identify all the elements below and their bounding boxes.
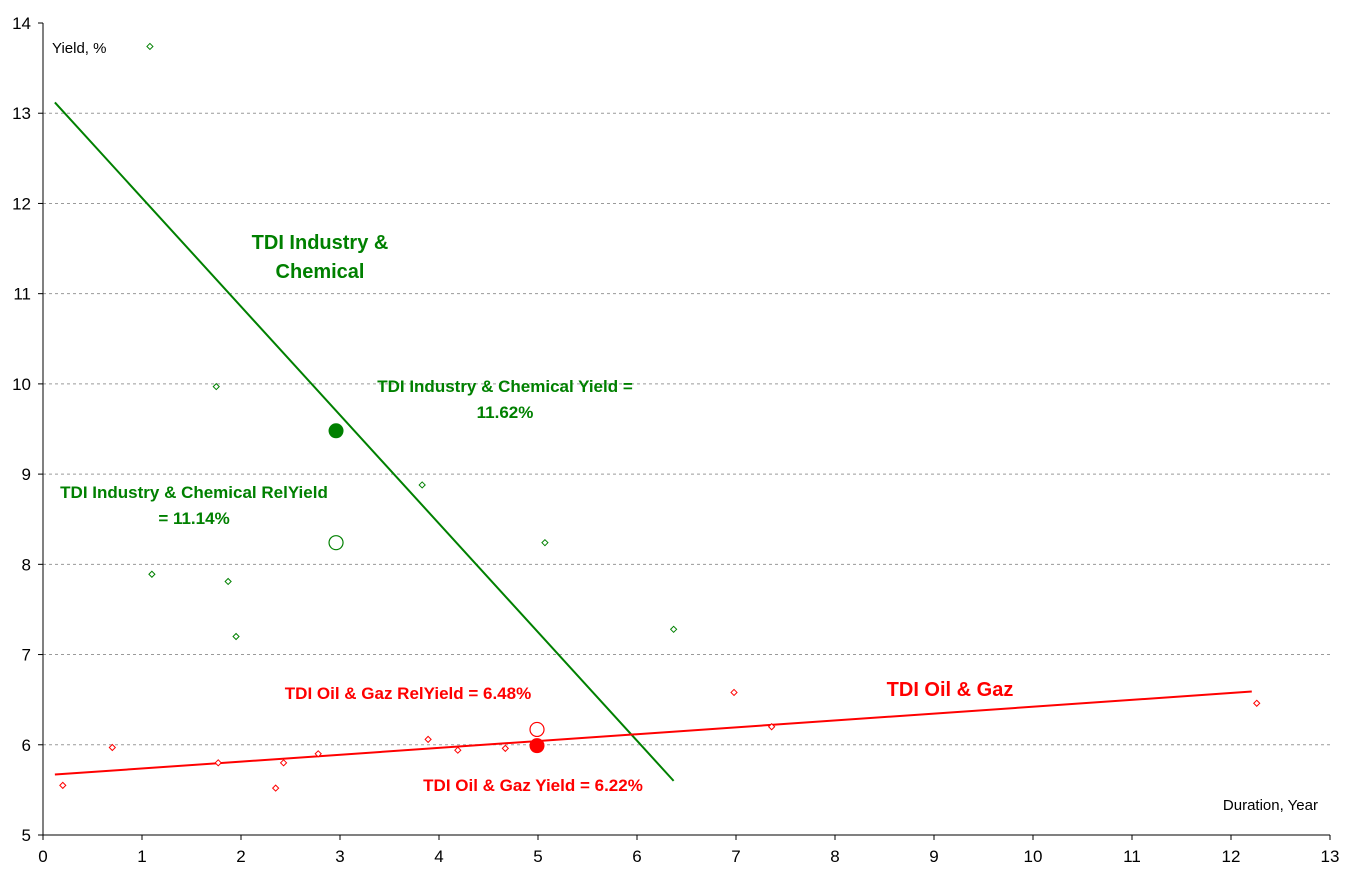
x-tick-label-10: 10 — [1024, 847, 1043, 866]
point-industry-chemical-6 — [418, 481, 426, 489]
y-tick-label-9: 9 — [22, 465, 31, 484]
annotation-ic-relyield-1: TDI Industry & Chemical RelYield — [60, 483, 328, 502]
x-tick-label-3: 3 — [335, 847, 344, 866]
point-oil-gaz-1 — [59, 781, 67, 790]
point-oil-gaz-6 — [314, 750, 322, 758]
trend-line-industry-chemical — [54, 101, 675, 782]
point-industry-chemical-4 — [224, 577, 232, 586]
y-tick-label-11: 11 — [13, 285, 31, 304]
y-tick-labels: 5 6 7 8 9 10 11 12 13 14 — [12, 14, 31, 845]
x-tick-label-6: 6 — [632, 847, 641, 866]
y-tick-label-10: 10 — [12, 375, 31, 394]
highlight-points — [328, 423, 545, 754]
trend-lines — [54, 101, 1252, 782]
x-tick-label-9: 9 — [929, 847, 938, 866]
axes — [38, 22, 1331, 840]
y-tick-label-7: 7 — [22, 646, 31, 665]
x-tick-label-12: 12 — [1222, 847, 1241, 866]
x-tick-label-5: 5 — [533, 847, 542, 866]
y-tick-label-12: 12 — [12, 194, 31, 213]
annotation-ic-yield-1: TDI Industry & Chemical Yield = — [377, 377, 633, 396]
y-tick-label-8: 8 — [22, 555, 31, 574]
point-industry-chemical-3 — [148, 570, 156, 578]
data-points — [59, 42, 1261, 792]
point-oil-gaz-9 — [501, 744, 510, 753]
point-oil-gaz-12 — [1253, 699, 1261, 707]
x-tick-label-13: 13 — [1321, 847, 1340, 866]
y-axis-label: Yield, % — [52, 40, 106, 57]
x-tick-label-8: 8 — [830, 847, 839, 866]
y-tick-label-13: 13 — [12, 104, 31, 123]
point-oil-gaz-7 — [424, 735, 432, 744]
gridlines — [43, 112, 1330, 746]
point-oil-gaz-5 — [279, 759, 288, 767]
trend-line-oil-gaz — [54, 690, 1252, 776]
annotation-og-yield: TDI Oil & Gaz Yield = 6.22% — [423, 776, 643, 795]
point-industry-chemical-8 — [669, 625, 678, 634]
point-industry-chemical-5 — [232, 632, 240, 641]
annotation-ic-relyield-2: = 11.14% — [158, 509, 229, 528]
point-industry-chemical-1 — [146, 42, 154, 51]
x-axis-label: Duration, Year — [1223, 797, 1318, 814]
highlight-yield-industry-chemical — [328, 423, 344, 439]
x-tick-label-1: 1 — [137, 847, 146, 866]
x-tick-labels: 0 1 2 3 4 5 6 7 8 9 10 11 12 13 — [38, 847, 1339, 866]
x-tick-label-2: 2 — [236, 847, 245, 866]
annotation-ic-yield-2: 11.62% — [477, 403, 534, 422]
x-tick-label-4: 4 — [434, 847, 443, 866]
point-oil-gaz-2 — [108, 743, 117, 752]
point-oil-gaz-3 — [214, 759, 222, 767]
x-tick-label-11: 11 — [1123, 847, 1141, 866]
point-industry-chemical-7 — [541, 538, 549, 547]
y-tick-label-5: 5 — [22, 826, 31, 845]
point-oil-gaz-8 — [454, 746, 462, 754]
annotation-ic-label-2: Chemical — [276, 261, 365, 283]
x-tick-label-0: 0 — [38, 847, 47, 866]
point-industry-chemical-2 — [212, 382, 220, 391]
highlight-relyield-industry-chemical — [328, 535, 344, 551]
y-tick-label-6: 6 — [22, 736, 31, 755]
annotation-ic-label-1: TDI Industry & — [252, 232, 389, 254]
x-tick-label-7: 7 — [731, 847, 740, 866]
point-oil-gaz-10 — [730, 688, 738, 697]
highlight-yield-oil-gaz — [529, 738, 545, 754]
highlight-relyield-oil-gaz — [529, 721, 545, 738]
point-oil-gaz-11 — [767, 723, 776, 731]
y-tick-label-14: 14 — [12, 14, 31, 33]
annotation-og-relyield: TDI Oil & Gaz RelYield = 6.48% — [285, 684, 531, 703]
annotation-og-label: TDI Oil & Gaz — [887, 679, 1014, 701]
point-oil-gaz-4 — [271, 784, 280, 792]
